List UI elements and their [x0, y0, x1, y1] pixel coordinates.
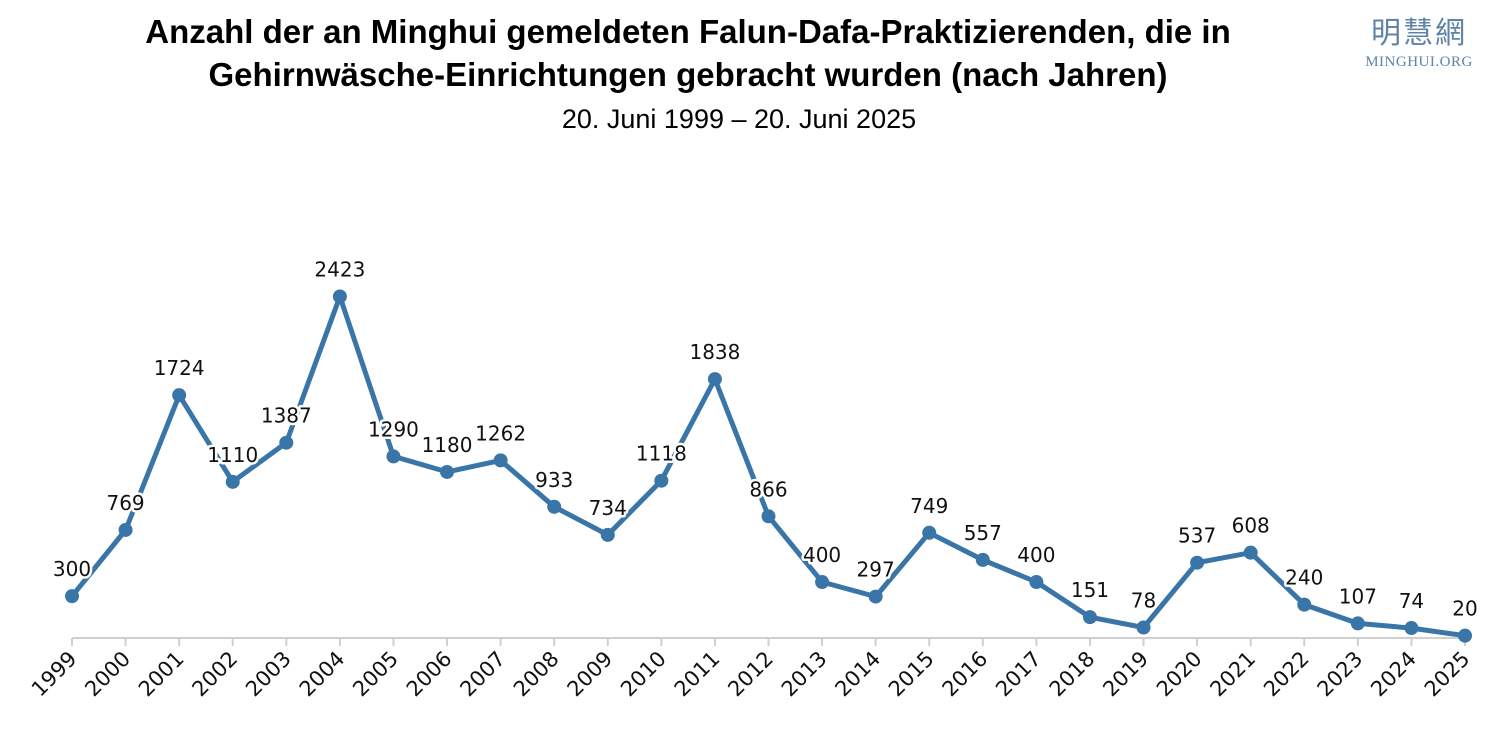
x-tick-label: 2018: [1045, 647, 1100, 702]
data-point: [707, 372, 722, 387]
data-point: [118, 522, 133, 537]
data-point: [975, 552, 990, 567]
data-point: [440, 464, 455, 479]
data-label: 151: [1071, 578, 1109, 602]
x-tick-label: 2005: [348, 647, 403, 702]
data-label: 1387: [261, 404, 312, 428]
data-label: 1290: [368, 417, 419, 441]
data-label: 240: [1285, 566, 1323, 590]
x-tick-label: 2020: [1152, 647, 1207, 702]
data-label: 74: [1399, 589, 1424, 613]
data-label: 1180: [422, 433, 473, 457]
data-point: [600, 527, 615, 542]
data-point: [1458, 628, 1472, 643]
data-label: 1838: [689, 340, 740, 364]
x-tick-label: 2022: [1259, 647, 1314, 702]
data-label: 734: [589, 496, 627, 520]
data-point: [1243, 545, 1258, 560]
data-label: 1724: [154, 356, 205, 380]
logo-latin-text: MINGHUI.ORG: [1365, 54, 1473, 70]
data-label: 608: [1232, 514, 1270, 538]
x-tick-label: 1999: [27, 647, 82, 702]
data-label: 769: [106, 491, 144, 515]
data-label: 297: [857, 558, 895, 582]
x-tick-label: 2021: [1205, 647, 1260, 702]
chart-subtitle: 20. Juni 1999 – 20. Juni 2025: [561, 104, 917, 134]
data-point: [1297, 597, 1312, 612]
data-label: 749: [910, 494, 948, 518]
x-tick-label: 2014: [830, 647, 885, 702]
data-label: 78: [1131, 588, 1156, 612]
x-tick-label: 2017: [991, 647, 1046, 702]
data-label: 1110: [207, 443, 258, 467]
x-tick-label: 2007: [455, 647, 510, 702]
x-tick-label: 2012: [723, 647, 778, 702]
data-label: 557: [964, 521, 1002, 545]
x-tick-label: 2019: [1098, 647, 1153, 702]
x-tick-label: 2002: [187, 647, 242, 702]
x-tick-label: 2009: [563, 647, 618, 702]
data-point: [815, 575, 830, 590]
data-point: [1350, 616, 1365, 631]
x-tick-label: 2000: [80, 647, 135, 702]
logo-chinese-text: 明慧網: [1371, 16, 1467, 51]
data-point: [332, 289, 347, 304]
x-tick-label: 2023: [1313, 647, 1368, 702]
x-tick-label: 2010: [616, 647, 671, 702]
x-tick-label: 2004: [295, 647, 350, 702]
x-tick-label: 2011: [670, 647, 725, 702]
data-label: 300: [53, 557, 91, 581]
data-point: [493, 453, 508, 468]
x-tick-label: 2013: [777, 647, 832, 702]
chart-title-line-1: Anzahl der an Minghui gemeldeten Falun-D…: [145, 13, 1231, 50]
data-point: [761, 509, 776, 524]
data-point: [172, 388, 187, 403]
data-point: [65, 589, 79, 604]
chart-title: Anzahl der an Minghui gemeldeten Falun-D…: [0, 10, 1376, 96]
data-point: [1082, 610, 1097, 625]
x-tick-label: 2025: [1420, 647, 1475, 702]
data-label: 933: [535, 468, 573, 492]
series-line: [69, 294, 1468, 639]
data-point: [225, 474, 240, 489]
x-tick-label: 2001: [134, 647, 189, 702]
data-label: 1262: [475, 421, 526, 445]
x-tick-label: 2024: [1366, 647, 1421, 702]
data-point: [868, 589, 883, 604]
x-tick-label: 2015: [884, 647, 939, 702]
data-point: [1136, 620, 1151, 635]
data-point: [547, 499, 562, 514]
chart-title-line-2: Gehirnwäsche-Einrichtungen gebracht wurd…: [208, 56, 1168, 93]
data-point: [1404, 621, 1419, 636]
data-point: [1190, 555, 1205, 570]
data-label: 107: [1339, 584, 1377, 608]
data-label: 20: [1452, 597, 1477, 621]
data-point: [654, 473, 669, 488]
data-label: 400: [803, 543, 841, 567]
data-label: 1118: [636, 442, 687, 466]
data-label: 2423: [314, 258, 365, 282]
minghui-logo: 明慧網 MINGHUI.ORG: [1356, 16, 1482, 71]
data-point: [1029, 575, 1044, 590]
data-point: [279, 435, 294, 450]
data-label: 400: [1017, 543, 1055, 567]
x-tick-label: 2016: [938, 647, 993, 702]
x-tick-label: 2006: [402, 647, 457, 702]
data-label: 866: [749, 477, 787, 501]
data-label: 537: [1178, 524, 1216, 548]
x-tick-label: 2008: [509, 647, 564, 702]
x-tick-label: 2003: [241, 647, 296, 702]
data-point: [922, 525, 937, 540]
data-point: [386, 449, 401, 464]
